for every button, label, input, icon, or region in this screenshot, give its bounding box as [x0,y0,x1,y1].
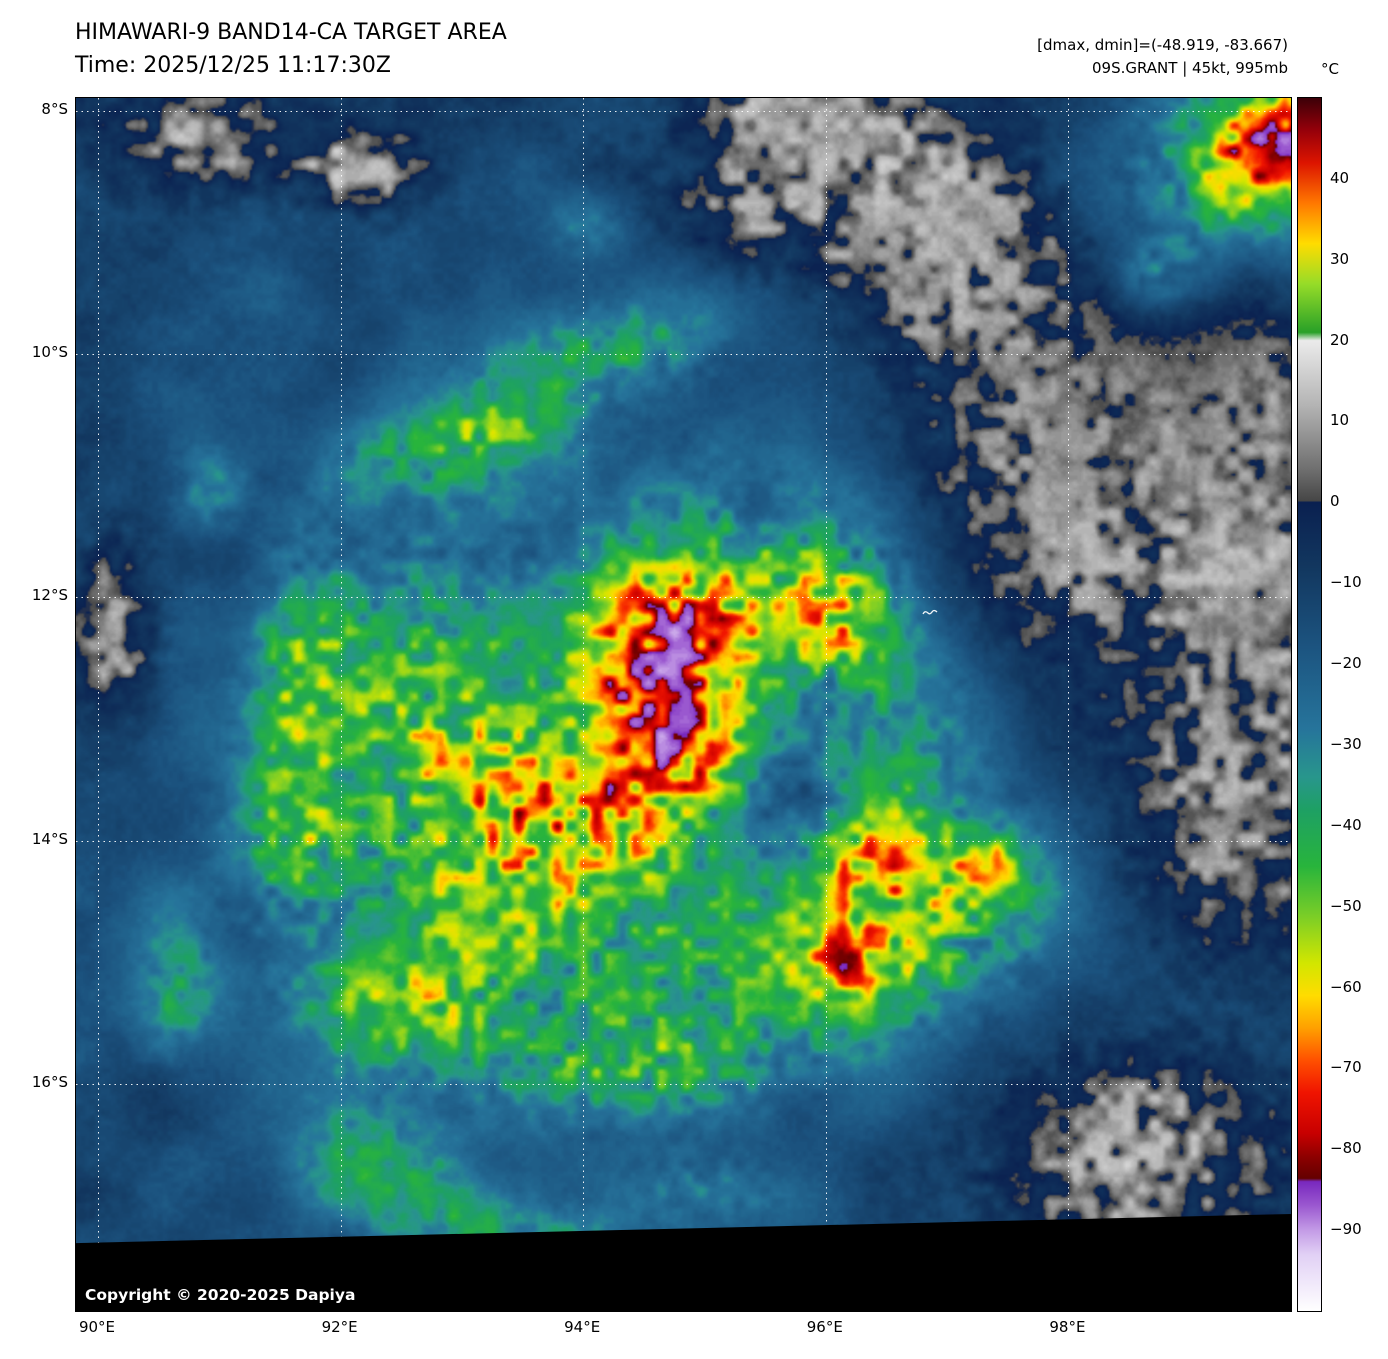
colorbar-tick-label: −10 [1330,573,1362,592]
lon-tick-label: 98°E [1049,1318,1086,1336]
storm-info-line: 09S.GRANT | 45kt, 995mb [1091,59,1288,77]
dmax-dmin-readout: [dmax, dmin]=(-48.919, -83.667) [1037,36,1288,54]
colorbar-tick-label: 20 [1330,330,1350,349]
colorbar-tick-label: −40 [1330,815,1362,834]
timestamp-line: Time: 2025/12/25 11:17:30Z [75,53,391,78]
colorbar-tick-label: −80 [1330,1139,1362,1158]
lat-tick-label: 8°S [41,100,68,119]
lat-tick-label: 16°S [31,1072,68,1091]
lat-tick-label: 14°S [31,829,68,848]
lon-tick-label: 94°E [564,1318,601,1336]
colorbar-tick-label: −60 [1330,977,1362,996]
temperature-colorbar [1297,97,1322,1312]
colorbar-tick-label: 30 [1330,249,1350,268]
page-title: HIMAWARI-9 BAND14-CA TARGET AREA [75,20,507,45]
map-plot-area: Copyright © 2020-2025 Dapiya [75,97,1292,1312]
colorbar-tick-label: −30 [1330,734,1362,753]
lon-tick-label: 90°E [78,1318,116,1336]
lat-tick-label: 10°S [31,343,68,362]
colorbar-tick-label: 40 [1330,168,1350,187]
island-outline-marker [922,609,938,615]
colorbar-tick-label: 10 [1330,411,1350,430]
colorbar-tick-label: −70 [1330,1058,1362,1077]
colorbar-tick-label: 0 [1330,492,1340,511]
colorbar-tick-label: −50 [1330,896,1362,915]
colorbar-tick-label: −20 [1330,654,1362,673]
lat-tick-label: 12°S [31,586,68,605]
lon-tick-label: 96°E [806,1318,843,1336]
colorbar-tick-label: −90 [1330,1220,1362,1239]
lon-tick-label: 92°E [321,1318,358,1336]
copyright-text: Copyright © 2020-2025 Dapiya [85,1286,356,1304]
satellite-ir-image [76,98,1291,1311]
colorbar-unit-label: °C [1321,60,1339,78]
